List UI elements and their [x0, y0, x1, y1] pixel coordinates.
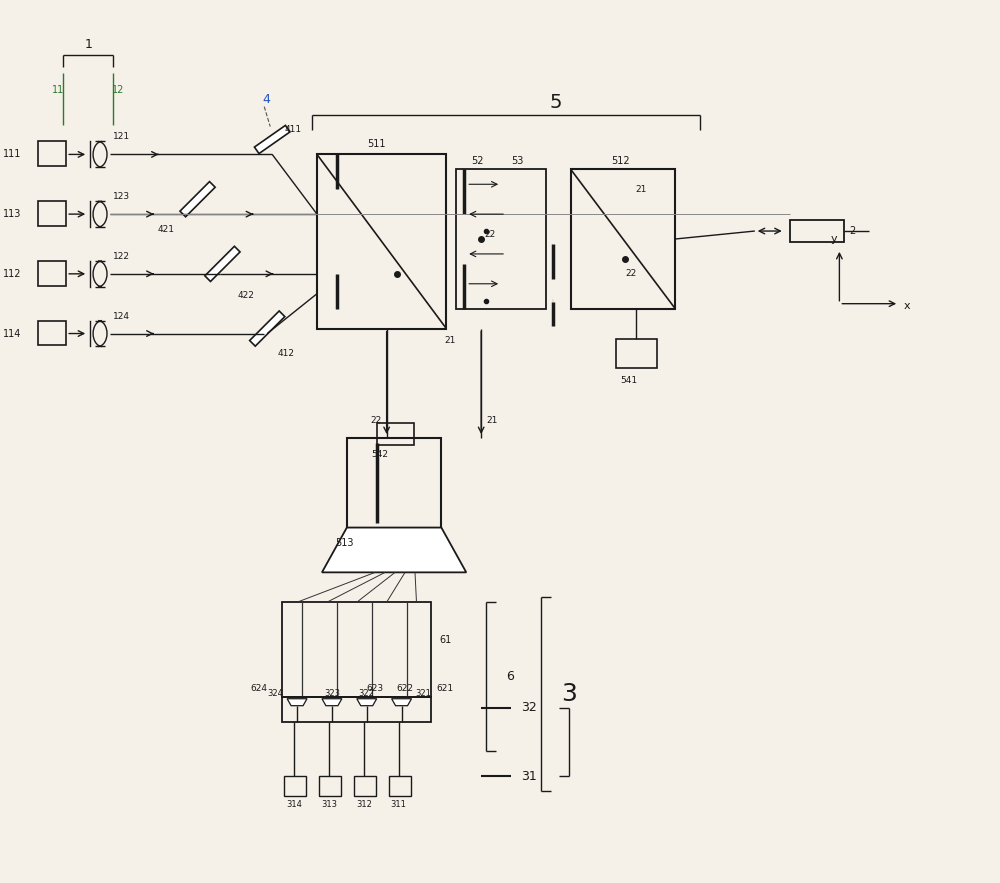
Polygon shape	[205, 246, 240, 282]
Text: 323: 323	[324, 690, 340, 698]
Polygon shape	[322, 698, 342, 706]
Polygon shape	[254, 125, 290, 154]
Bar	[354, 776, 376, 796]
Bar	[38, 321, 66, 345]
Text: 421: 421	[158, 224, 175, 233]
Text: 11: 11	[52, 85, 64, 94]
Text: 5: 5	[550, 94, 562, 112]
Text: x: x	[904, 301, 910, 311]
Text: 22: 22	[625, 269, 637, 278]
Text: 12: 12	[112, 85, 124, 94]
Text: 53: 53	[511, 156, 523, 166]
Bar	[319, 776, 341, 796]
Bar	[377, 423, 414, 445]
Bar	[317, 155, 446, 328]
Text: 112: 112	[3, 268, 21, 279]
Text: 621: 621	[436, 684, 454, 693]
Text: 412: 412	[277, 349, 294, 358]
Bar	[284, 776, 306, 796]
Text: 52: 52	[471, 156, 484, 166]
Bar	[389, 776, 411, 796]
Text: 3: 3	[561, 683, 577, 706]
Text: y: y	[831, 234, 838, 244]
Polygon shape	[392, 698, 412, 706]
Text: 1: 1	[84, 39, 92, 51]
Polygon shape	[250, 311, 285, 346]
Text: 422: 422	[237, 291, 254, 300]
Text: 21: 21	[635, 185, 647, 193]
Bar	[38, 141, 66, 166]
Text: 511: 511	[367, 140, 386, 149]
Text: 124: 124	[113, 312, 130, 321]
Text: 624: 624	[250, 684, 267, 693]
Text: 321: 321	[415, 690, 431, 698]
Polygon shape	[287, 698, 307, 706]
Bar	[282, 602, 431, 697]
Text: 322: 322	[359, 690, 375, 698]
Text: 411: 411	[284, 125, 301, 134]
Bar	[282, 697, 431, 721]
Text: 2: 2	[849, 226, 856, 236]
Text: 324: 324	[267, 690, 283, 698]
Text: 623: 623	[367, 684, 384, 693]
Text: 542: 542	[372, 450, 389, 459]
Bar	[616, 338, 657, 368]
Text: 22: 22	[484, 230, 495, 238]
Text: 4: 4	[262, 94, 270, 106]
Text: 541: 541	[620, 376, 638, 385]
Text: 123: 123	[113, 192, 130, 201]
Bar	[456, 170, 546, 309]
Text: 312: 312	[356, 800, 372, 809]
Text: 311: 311	[391, 800, 407, 809]
Text: 313: 313	[321, 800, 337, 809]
Text: 113: 113	[3, 209, 21, 219]
Text: 22: 22	[370, 416, 382, 425]
Polygon shape	[357, 698, 377, 706]
Text: 512: 512	[611, 156, 630, 166]
Bar	[790, 220, 844, 242]
Text: 122: 122	[113, 252, 130, 260]
Bar	[38, 260, 66, 286]
Text: 314: 314	[286, 800, 302, 809]
Text: 21: 21	[486, 416, 498, 425]
Text: 32: 32	[521, 701, 537, 714]
Polygon shape	[322, 527, 466, 572]
Text: 513: 513	[335, 538, 353, 547]
Text: 6: 6	[506, 670, 514, 683]
Bar	[38, 201, 66, 226]
Text: 111: 111	[3, 149, 21, 160]
Text: 61: 61	[439, 635, 452, 645]
Text: 622: 622	[397, 684, 414, 693]
Bar	[571, 170, 675, 309]
Polygon shape	[180, 182, 215, 217]
Text: 114: 114	[3, 328, 21, 338]
Text: 21: 21	[444, 336, 456, 345]
Bar	[347, 438, 441, 527]
Text: 121: 121	[113, 132, 130, 141]
Text: 31: 31	[521, 770, 537, 783]
